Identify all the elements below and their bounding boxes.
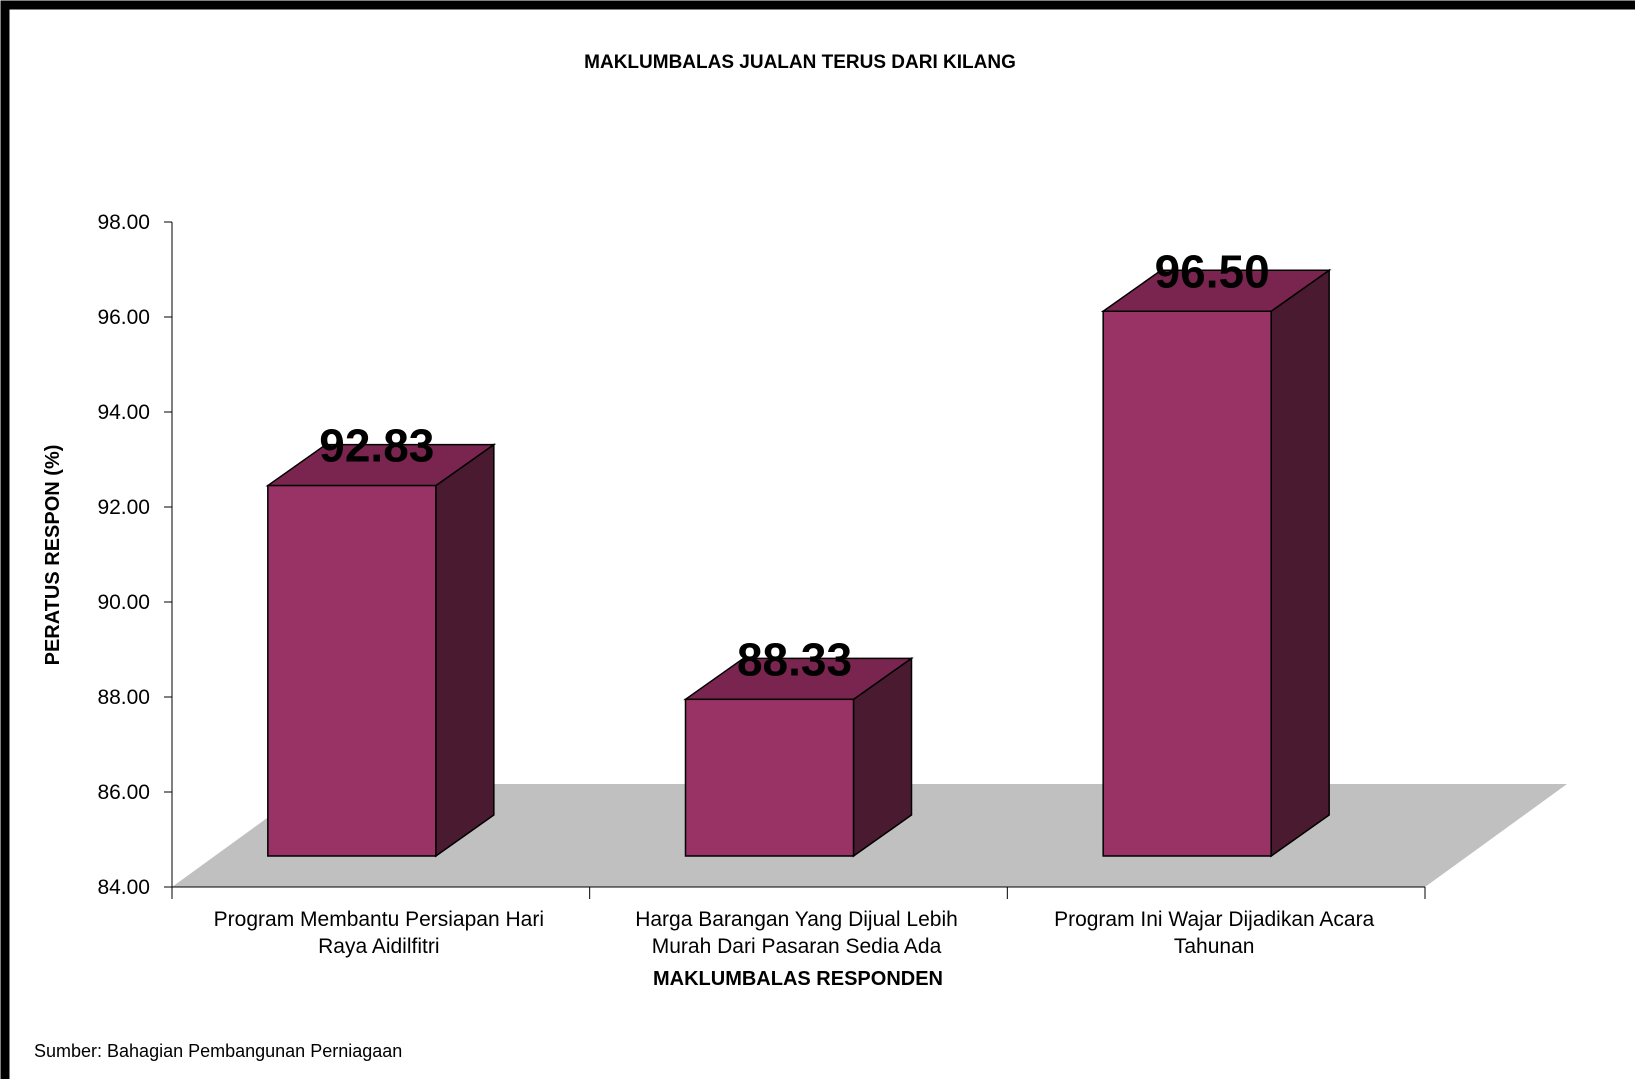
data-labels: 92.83 88.33 96.50 — [319, 245, 1269, 685]
data-label: 88.33 — [737, 633, 852, 685]
chart-title: MAKLUMBALAS JUALAN TERUS DARI KILANG — [584, 52, 1016, 73]
bar-series — [265, 268, 1332, 858]
y-tick-label: 84.00 — [97, 876, 150, 899]
bar — [683, 656, 914, 858]
bar-front-face — [1102, 310, 1272, 857]
bar-side-face — [435, 443, 495, 858]
data-label: 92.83 — [319, 420, 434, 472]
y-tick-label: 94.00 — [97, 401, 150, 424]
bar — [1100, 268, 1332, 858]
y-tick-label: 88.00 — [97, 686, 150, 709]
x-axis-ticks — [171, 887, 1426, 899]
x-category-label: Raya Aidilfitri — [318, 935, 439, 958]
y-tick-label: 90.00 — [97, 591, 150, 614]
x-category-label: Program Ini Wajar Dijadikan Acara — [1054, 908, 1374, 931]
x-category-label: Harga Barangan Yang Dijual Lebih — [635, 908, 958, 931]
y-tick-label: 96.00 — [97, 306, 150, 329]
data-label: 96.50 — [1155, 245, 1270, 297]
x-axis-title: MAKLUMBALAS RESPONDEN — [653, 968, 943, 990]
y-axis-ticks: 84.00 86.00 88.00 90.00 92.00 94.00 96.00 98.00 — [97, 211, 172, 899]
y-tick-label: 92.00 — [97, 496, 150, 519]
y-axis-title: PERATUS RESPON (%) — [42, 445, 64, 666]
bar-front-face — [684, 698, 855, 857]
x-category-label: Program Membantu Persiapan Hari — [214, 908, 544, 931]
x-category-label: Murah Dari Pasaran Sedia Ada — [652, 935, 942, 958]
source-note: Sumber: Bahagian Pembangunan Perniagaan — [34, 1041, 402, 1061]
bar-side-face — [1270, 268, 1330, 858]
bar-front-face — [267, 484, 437, 857]
x-axis-category-labels: Program Membantu Persiapan Hari Raya Aidi… — [214, 908, 1375, 958]
bar — [265, 443, 497, 858]
y-tick-label: 86.00 — [97, 781, 150, 804]
y-tick-label: 98.00 — [97, 211, 150, 234]
x-category-label: Tahunan — [1174, 935, 1255, 958]
